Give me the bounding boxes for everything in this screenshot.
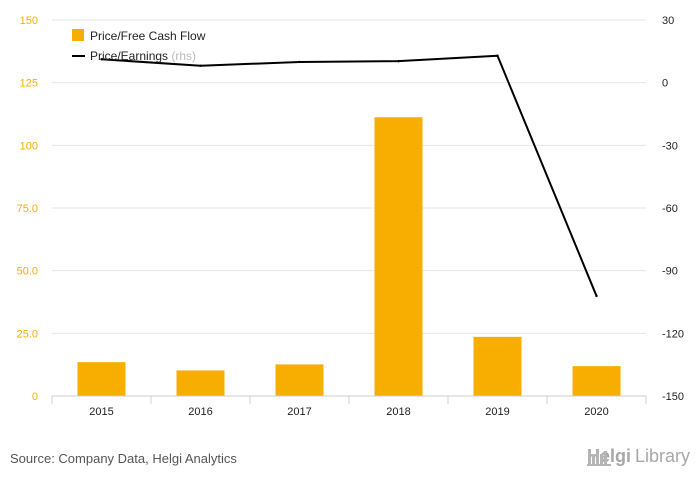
bar-2018 <box>374 117 423 396</box>
bar-2020 <box>572 366 621 396</box>
axis-layer: 0 25.0 50.0 75.0 100 125 150 -150 -120 -90 -60 -30 0… <box>17 15 684 418</box>
line-layer <box>100 54 598 298</box>
library-logo-icon <box>586 450 611 466</box>
bar-2016 <box>176 370 225 396</box>
brand-logo: Helgi Library <box>586 446 690 467</box>
legend-label-bar: Price/Free Cash Flow <box>90 29 206 43</box>
right-axis-tick-label: -90 <box>662 266 678 278</box>
x-axis-tick-label: 2018 <box>386 406 410 418</box>
right-axis-tick-label: 30 <box>662 15 674 27</box>
left-axis-tick-label: 0 <box>32 391 38 403</box>
left-axis-tick-label: 150 <box>20 15 38 27</box>
bars-layer <box>77 117 621 396</box>
legend-rhs-suffix: (rhs) <box>171 49 196 63</box>
left-axis-tick-label: 125 <box>20 78 38 90</box>
point-2016 <box>199 64 202 67</box>
x-axis-tick-label: 2017 <box>287 406 311 418</box>
right-axis-tick-label: 0 <box>662 78 668 90</box>
right-axis-tick-label: -60 <box>662 203 678 215</box>
legend: Price/Free Cash Flow Price/Earnings (rhs) <box>72 29 206 63</box>
bar-2019 <box>473 336 522 396</box>
x-axis-tick-label: 2016 <box>188 406 212 418</box>
x-axis-tick-label: 2015 <box>89 406 113 418</box>
bar-2017 <box>275 364 324 396</box>
brand-name-part2: Library <box>634 446 690 466</box>
right-axis-tick-label: -30 <box>662 140 678 152</box>
legend-label-line: Price/Earnings (rhs) <box>90 49 196 63</box>
right-axis-tick-label: -150 <box>662 391 684 403</box>
right-axis-tick-label: -120 <box>662 328 684 340</box>
point-2018 <box>397 59 400 63</box>
point-2019 <box>496 54 499 57</box>
point-2017 <box>298 60 301 64</box>
grid-layer <box>52 19 646 397</box>
bar-2015 <box>77 362 126 396</box>
left-axis-tick-label: 25.0 <box>17 328 38 340</box>
x-axis-tick-label: 2019 <box>485 406 509 418</box>
legend-swatch-bar <box>72 29 84 41</box>
left-axis-tick-label: 75.0 <box>17 203 38 215</box>
line-price-earnings <box>101 54 598 297</box>
x-axis-tick-label: 2020 <box>584 406 608 418</box>
source-note: Source: Company Data, Helgi Analytics <box>10 451 237 466</box>
left-axis-tick-label: 50.0 <box>17 266 38 278</box>
point-2015 <box>100 58 103 61</box>
left-axis-tick-label: 100 <box>20 140 38 152</box>
point-2020 <box>595 294 598 298</box>
